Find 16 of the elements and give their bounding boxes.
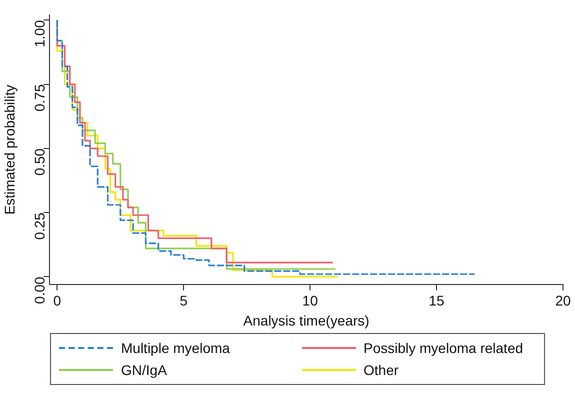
legend-label: Possibly myeloma related <box>364 340 524 356</box>
legend-label: GN/IgA <box>121 362 167 378</box>
y-axis-title: Estimated probability <box>1 84 18 215</box>
legend-label: Multiple myeloma <box>121 340 230 356</box>
x-axis-title: Analysis time(years) <box>243 312 370 328</box>
x-tick-label: 15 <box>428 292 445 309</box>
y-tick-label: 0.25 <box>31 212 48 240</box>
x-tick-label: 0 <box>53 292 62 309</box>
x-tick-label: 10 <box>302 292 318 309</box>
x-tick-label: 20 <box>555 292 571 309</box>
legend-label: Other <box>364 362 399 378</box>
y-tick-label: 0.75 <box>31 84 48 112</box>
y-tick-label: 0.50 <box>31 148 48 176</box>
y-tick-label: 0.00 <box>31 276 48 304</box>
x-tick-label: 5 <box>180 292 188 309</box>
y-tick-label: 1.00 <box>31 20 48 48</box>
